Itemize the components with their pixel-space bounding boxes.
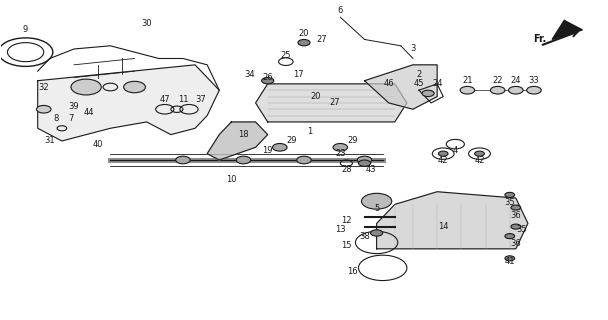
Circle shape bbox=[71, 79, 102, 95]
Text: 40: 40 bbox=[93, 140, 103, 148]
Circle shape bbox=[359, 160, 370, 166]
Text: 32: 32 bbox=[38, 83, 49, 92]
Text: 13: 13 bbox=[335, 225, 345, 234]
Circle shape bbox=[460, 86, 475, 94]
Text: 46: 46 bbox=[384, 79, 394, 88]
Text: 26: 26 bbox=[263, 73, 273, 82]
Text: 22: 22 bbox=[492, 76, 503, 85]
Text: 35: 35 bbox=[517, 225, 527, 234]
Text: 27: 27 bbox=[329, 99, 340, 108]
Circle shape bbox=[505, 192, 514, 197]
Text: 16: 16 bbox=[347, 267, 358, 276]
Text: 34: 34 bbox=[244, 70, 255, 79]
Text: 37: 37 bbox=[196, 95, 207, 104]
Text: 20: 20 bbox=[299, 28, 309, 38]
Circle shape bbox=[272, 143, 287, 151]
Text: 2: 2 bbox=[416, 70, 421, 79]
Text: 43: 43 bbox=[365, 165, 376, 174]
Text: 36: 36 bbox=[511, 211, 521, 220]
Text: 11: 11 bbox=[178, 95, 188, 104]
Text: Fr.: Fr. bbox=[533, 35, 547, 44]
Polygon shape bbox=[207, 122, 268, 160]
Text: 41: 41 bbox=[505, 257, 515, 266]
Text: 10: 10 bbox=[226, 174, 237, 184]
Circle shape bbox=[362, 193, 392, 209]
Text: 29: 29 bbox=[286, 136, 297, 146]
Polygon shape bbox=[376, 192, 528, 249]
Circle shape bbox=[36, 105, 51, 113]
Circle shape bbox=[123, 81, 145, 93]
Circle shape bbox=[475, 151, 485, 156]
Text: 24: 24 bbox=[432, 79, 443, 88]
Text: 24: 24 bbox=[511, 76, 521, 85]
Text: 36: 36 bbox=[511, 239, 521, 248]
Text: 33: 33 bbox=[528, 76, 539, 85]
Text: 9: 9 bbox=[23, 25, 28, 35]
Text: 42: 42 bbox=[474, 156, 485, 164]
Circle shape bbox=[508, 86, 523, 94]
Circle shape bbox=[438, 151, 448, 156]
Circle shape bbox=[237, 156, 250, 164]
Text: 4: 4 bbox=[453, 146, 458, 155]
Circle shape bbox=[511, 224, 520, 229]
Circle shape bbox=[297, 156, 311, 164]
Polygon shape bbox=[365, 65, 437, 109]
Text: 29: 29 bbox=[347, 136, 358, 146]
Circle shape bbox=[527, 86, 541, 94]
Text: 28: 28 bbox=[341, 165, 351, 174]
Polygon shape bbox=[38, 65, 219, 141]
Text: 8: 8 bbox=[53, 114, 58, 123]
Text: 25: 25 bbox=[281, 51, 291, 60]
Text: 19: 19 bbox=[263, 146, 273, 155]
Text: 44: 44 bbox=[84, 108, 94, 117]
Text: 15: 15 bbox=[341, 241, 351, 250]
Text: 38: 38 bbox=[359, 232, 370, 241]
Circle shape bbox=[176, 156, 190, 164]
Text: 3: 3 bbox=[410, 44, 416, 53]
Circle shape bbox=[511, 205, 520, 210]
Text: 30: 30 bbox=[141, 19, 152, 28]
Circle shape bbox=[333, 143, 348, 151]
Text: 27: 27 bbox=[317, 35, 328, 44]
Text: 42: 42 bbox=[438, 156, 449, 164]
Circle shape bbox=[505, 234, 514, 239]
Text: 31: 31 bbox=[44, 136, 55, 146]
Circle shape bbox=[298, 39, 310, 46]
Text: 7: 7 bbox=[68, 114, 74, 123]
Polygon shape bbox=[255, 84, 407, 122]
Text: 14: 14 bbox=[438, 222, 449, 231]
Circle shape bbox=[505, 256, 514, 261]
Text: 47: 47 bbox=[159, 95, 170, 104]
Polygon shape bbox=[552, 20, 582, 39]
Circle shape bbox=[422, 90, 434, 97]
Text: 17: 17 bbox=[292, 70, 303, 79]
Text: 12: 12 bbox=[341, 216, 351, 225]
Circle shape bbox=[491, 86, 505, 94]
Circle shape bbox=[370, 230, 382, 236]
Text: 1: 1 bbox=[308, 127, 313, 136]
Text: 35: 35 bbox=[505, 198, 515, 207]
Text: 5: 5 bbox=[374, 204, 379, 213]
Text: 20: 20 bbox=[311, 92, 322, 101]
Circle shape bbox=[261, 77, 274, 84]
Circle shape bbox=[358, 156, 371, 164]
Text: 39: 39 bbox=[69, 101, 79, 111]
Text: 23: 23 bbox=[335, 149, 345, 158]
Text: 21: 21 bbox=[462, 76, 472, 85]
Text: 18: 18 bbox=[238, 130, 249, 139]
Text: 6: 6 bbox=[337, 6, 343, 15]
Text: 45: 45 bbox=[413, 79, 424, 88]
